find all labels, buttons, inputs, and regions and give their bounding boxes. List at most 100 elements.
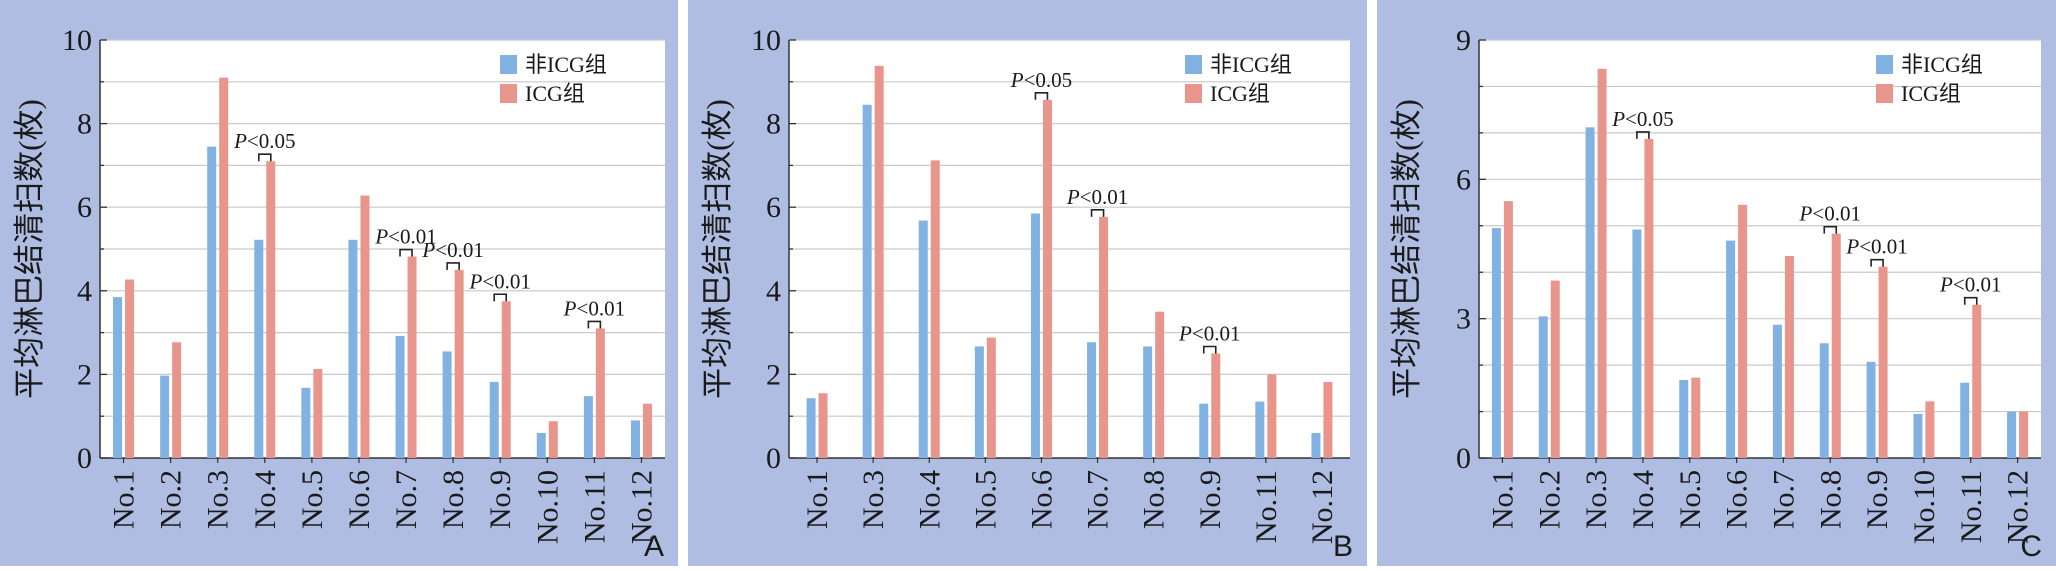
legend-swatch-icg — [1185, 84, 1202, 103]
bar-icg-no12 — [642, 403, 652, 458]
significance-label: P<0.01 — [421, 238, 483, 262]
bar-non-icg-no9 — [489, 381, 499, 458]
y-tick-label: 2 — [77, 358, 92, 391]
significance-bracket — [493, 293, 508, 302]
legend-swatch-non-icg — [500, 55, 517, 74]
bar-non-icg-no5 — [1679, 379, 1689, 458]
bar-non-icg-no3 — [1585, 127, 1595, 458]
bar-non-icg-no7 — [1772, 324, 1782, 458]
x-tick-label: No.4 — [1627, 470, 1660, 529]
x-tick-label: No.6 — [1721, 470, 1754, 529]
bar-non-icg-no11 — [1255, 401, 1265, 458]
bar-icg-no4 — [930, 160, 940, 458]
x-tick-label: No.12 — [625, 470, 658, 544]
x-tick-label: No.2 — [155, 470, 188, 529]
y-tick-label: 0 — [1456, 442, 1471, 475]
bar-icg-no11 — [1267, 374, 1277, 458]
significance-label: P<0.05 — [1611, 107, 1673, 131]
bar-non-icg-no7 — [395, 335, 405, 458]
x-tick-label: No.11 — [1250, 470, 1283, 543]
bar-icg-no7 — [1784, 255, 1794, 458]
chart-panel-c: 0 3 6 9 平均淋巴结清扫数(枚) No.1 No.2 No.3 No.4 No.5 No.6 N… — [1377, 0, 2056, 566]
significance-bracket — [1202, 345, 1217, 354]
x-tick-label: No.10 — [1908, 470, 1941, 544]
bar-icg-no1 — [125, 279, 135, 458]
bar-non-icg-no1 — [806, 398, 816, 458]
legend-label-icg: ICG组 — [1210, 81, 1270, 106]
bar-non-icg-no4 — [918, 220, 928, 458]
bar-non-icg-no9 — [1866, 361, 1876, 458]
x-tick-label: No.12 — [2002, 470, 2035, 544]
y-tick-label: 0 — [766, 442, 781, 475]
y-tick-label: 9 — [1456, 24, 1471, 57]
panel-letter: B — [1333, 530, 1353, 563]
x-tick-label: No.6 — [343, 470, 376, 529]
x-tick-label: No.11 — [1955, 470, 1988, 543]
x-tick-label: No.1 — [108, 470, 141, 529]
legend-label-non-icg: 非ICG组 — [1901, 52, 1983, 77]
bar-non-icg-no10 — [536, 432, 546, 458]
bar-non-icg-no12 — [630, 420, 640, 458]
y-axis-label: 平均淋巴结清扫数(枚) — [700, 99, 735, 399]
bar-icg-no3 — [1597, 68, 1607, 458]
bar-icg-no9 — [1878, 266, 1888, 458]
significance-label: P<0.01 — [1845, 235, 1907, 259]
bar-non-icg-no3 — [862, 104, 872, 458]
bar-non-icg-no4 — [1632, 229, 1642, 458]
significance-label: P<0.05 — [233, 129, 295, 153]
significance-label: P<0.01 — [1066, 185, 1128, 209]
bar-icg-no4 — [1644, 138, 1654, 458]
y-axis-label: 平均淋巴结清扫数(枚) — [12, 99, 47, 399]
bar-icg-no4 — [266, 161, 276, 458]
x-tick-label: No.1 — [801, 470, 834, 529]
x-tick-label: No.6 — [1025, 470, 1058, 529]
chart-panel-a: 0 2 4 6 8 10 平均淋巴结清扫数(枚) No.1 No.2 No.3 No.4 No.5 No… — [0, 0, 678, 566]
bar-icg-no1 — [1503, 201, 1513, 458]
bar-icg-no12 — [2019, 411, 2029, 458]
significance-bracket — [399, 248, 413, 257]
significance-label: P<0.01 — [1178, 322, 1240, 346]
bar-non-icg-no7 — [1087, 342, 1097, 458]
significance-bracket — [587, 320, 602, 329]
y-tick-label: 2 — [766, 358, 781, 391]
y-tick-label: 10 — [62, 24, 92, 57]
x-tick-label: No.11 — [578, 470, 611, 543]
x-tick-label: No.8 — [1138, 470, 1171, 529]
legend-label-icg: ICG组 — [525, 81, 585, 106]
significance-bracket — [1870, 258, 1884, 267]
bar-icg-no5 — [986, 337, 996, 458]
bar-non-icg-no2 — [1538, 316, 1548, 458]
significance-bracket — [257, 153, 272, 162]
bar-icg-no11 — [595, 328, 605, 458]
legend-label-icg: ICG组 — [1901, 81, 1961, 106]
bar-icg-no11 — [1972, 304, 1982, 458]
x-tick-label: No.10 — [531, 470, 564, 544]
x-tick-label: No.3 — [202, 470, 235, 529]
bar-icg-no7 — [407, 256, 417, 458]
bar-non-icg-no1 — [1491, 228, 1501, 458]
y-tick-label: 8 — [766, 108, 781, 141]
bar-non-icg-no10 — [1913, 413, 1923, 458]
panel-letter: A — [644, 530, 664, 563]
bar-icg-no1 — [818, 393, 828, 458]
bar-icg-no3 — [874, 65, 884, 458]
legend-label-non-icg: 非ICG组 — [525, 52, 607, 77]
x-tick-label: No.8 — [437, 470, 470, 529]
bar-non-icg-no3 — [207, 146, 217, 458]
significance-bracket — [1963, 296, 1978, 305]
bar-non-icg-no8 — [1143, 346, 1153, 458]
bar-non-icg-no11 — [583, 396, 593, 458]
bar-non-icg-no4 — [254, 239, 264, 458]
x-tick-label: No.4 — [249, 470, 282, 529]
bar-icg-no9 — [501, 301, 511, 458]
significance-label: P<0.01 — [1939, 273, 2001, 297]
legend-label-non-icg: 非ICG组 — [1210, 52, 1292, 77]
plot-area — [1479, 40, 2041, 458]
bar-non-icg-no5 — [974, 346, 984, 458]
panel-letter: C — [2020, 530, 2042, 563]
bar-icg-no6 — [1738, 204, 1748, 458]
bar-icg-no2 — [172, 342, 182, 458]
x-tick-label: No.9 — [1194, 470, 1227, 529]
